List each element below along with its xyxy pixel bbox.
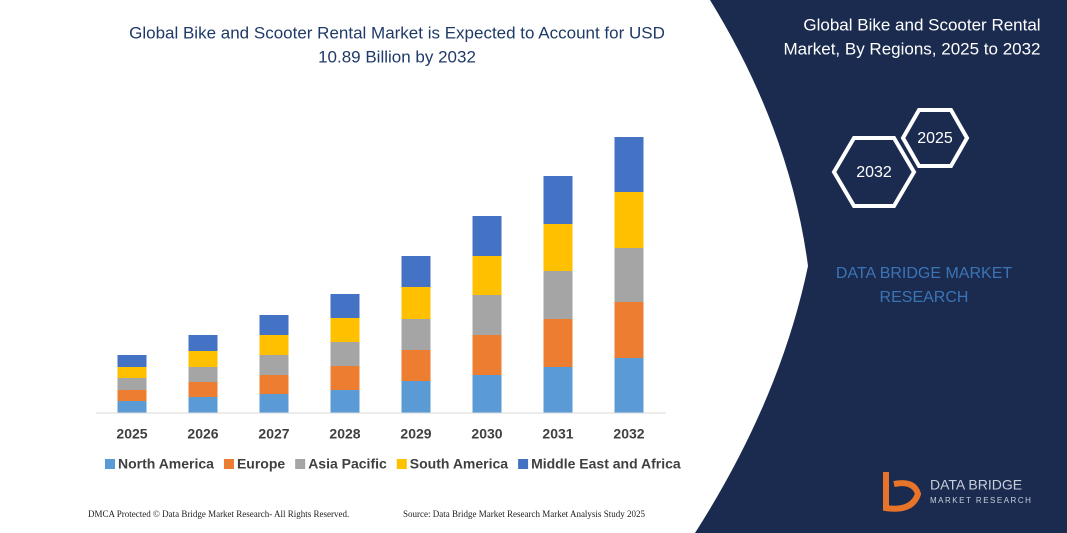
- bar-segment: [401, 256, 431, 287]
- bar-segment: [188, 397, 218, 413]
- bar-segment: [188, 367, 218, 382]
- bar-segment: [614, 137, 644, 192]
- footer-note: Source: Data Bridge Market Research Mark…: [403, 509, 645, 519]
- bar-segment: [259, 394, 289, 413]
- bar-segment: [543, 367, 573, 413]
- bar-segment: [543, 271, 573, 319]
- legend-label: South America: [410, 456, 508, 472]
- hexagon: [831, 136, 917, 208]
- bar-segment: [614, 248, 644, 302]
- bar-segment: [117, 401, 147, 413]
- legend-swatch: [223, 459, 234, 469]
- hex-label: 2025: [917, 130, 953, 147]
- bar-segment: [330, 318, 360, 342]
- bar-segment: [401, 381, 431, 413]
- bar-segment: [188, 351, 218, 367]
- footer-note: DMCA Protected © Data Bridge Market Rese…: [88, 509, 349, 519]
- legend-label: North America: [118, 456, 214, 472]
- bar-segment: [259, 315, 289, 335]
- chart-title: Global Bike and Scooter Rental Market is…: [129, 23, 665, 42]
- bar-segment: [401, 350, 431, 381]
- bar-segment: [472, 335, 502, 375]
- x-tick-label: 2030: [471, 426, 502, 442]
- logo-mark: [883, 472, 922, 512]
- legend-label: Europe: [237, 456, 285, 472]
- brand-text: RESEARCH: [880, 289, 969, 306]
- logo-tagline: MARKET RESEARCH: [930, 496, 1032, 505]
- legend-swatch: [295, 459, 306, 469]
- hex-label: 2032: [856, 164, 892, 181]
- panel-title: Global Bike and Scooter Rental: [803, 15, 1040, 34]
- legend-label: Asia Pacific: [308, 456, 387, 472]
- bar-segment: [259, 335, 289, 355]
- bar-segment: [543, 319, 573, 367]
- bar-segment: [543, 176, 573, 224]
- x-tick-label: 2026: [187, 426, 218, 442]
- x-tick-label: 2028: [329, 426, 360, 442]
- bar-segment: [330, 342, 360, 366]
- side-panel: [695, 0, 1067, 533]
- bar-segment: [117, 390, 147, 401]
- bar-segment: [472, 295, 502, 335]
- bar-segment: [614, 358, 644, 413]
- chart-title: 10.89 Billion by 2032: [318, 47, 476, 66]
- x-tick-label: 2031: [542, 426, 573, 442]
- bar-segment: [543, 224, 573, 271]
- bar-segment: [188, 382, 218, 397]
- bar-segment: [614, 192, 644, 248]
- bar-segment: [472, 256, 502, 295]
- plot: 2025 2026 2027 2028 2029 2030 2031 2032 North Am…: [96, 137, 681, 472]
- legend-swatch: [105, 459, 115, 469]
- bar-segment: [117, 367, 147, 378]
- hexagon: [900, 108, 970, 168]
- brand-text: DATA BRIDGE MARKET: [836, 265, 1013, 282]
- bar-segment: [330, 390, 360, 413]
- bar-segment: [401, 287, 431, 319]
- bar-segment: [188, 335, 218, 351]
- bar-segment: [614, 302, 644, 358]
- bar-segment: [330, 366, 360, 390]
- x-tick-label: 2032: [613, 426, 644, 442]
- x-tick-label: 2025: [116, 426, 147, 442]
- bar-segment: [472, 216, 502, 256]
- bar-segment: [117, 378, 147, 390]
- x-tick-label: 2029: [400, 426, 431, 442]
- logo-name: DATA BRIDGE: [930, 477, 1022, 493]
- bar-segment: [472, 375, 502, 413]
- legend-swatch: [396, 459, 407, 469]
- bar-segment: [330, 294, 360, 318]
- bar-segment: [117, 355, 147, 367]
- bar-segment: [259, 355, 289, 375]
- legend-swatch: [518, 459, 529, 469]
- panel-title: Market, By Regions, 2025 to 2032: [783, 39, 1040, 58]
- logo: DATA BRIDGE MARKET RESEARCH: [883, 472, 1032, 512]
- legend-label: Middle East and Africa: [531, 456, 681, 472]
- bar-segment: [259, 375, 289, 394]
- bar-segment: [401, 319, 431, 350]
- x-tick-label: 2027: [258, 426, 289, 442]
